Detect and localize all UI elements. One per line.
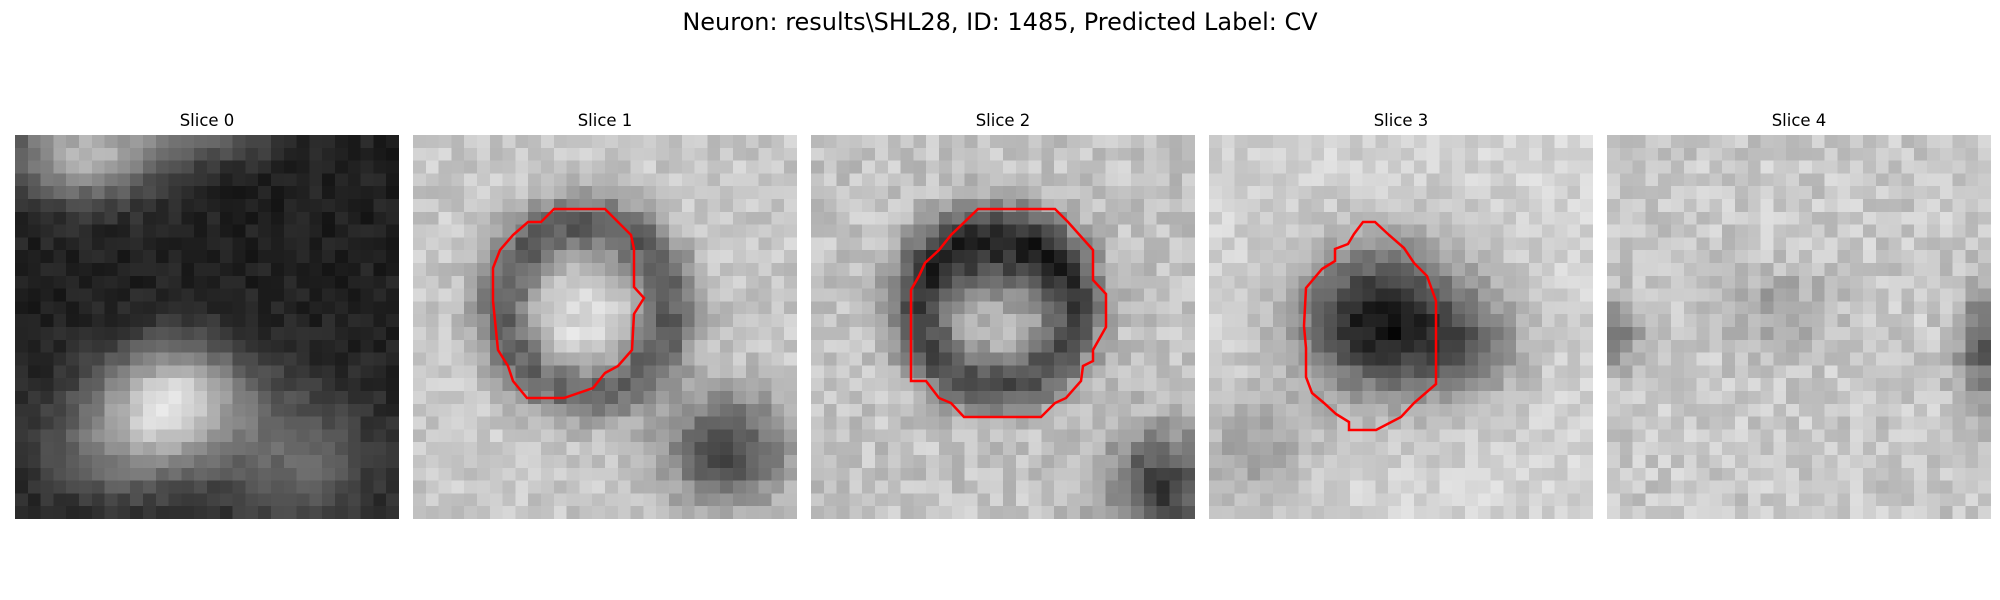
slice-panel-2: Slice 2 bbox=[811, 111, 1195, 519]
slice-image bbox=[1209, 135, 1593, 519]
figure-title: Neuron: results\SHL28, ID: 1485, Predict… bbox=[682, 8, 1318, 36]
slice-panel-0: Slice 0 bbox=[15, 111, 399, 519]
roi-contour bbox=[909, 207, 1108, 419]
slice-image bbox=[413, 135, 797, 519]
slice-panel-3: Slice 3 bbox=[1209, 111, 1593, 519]
slice-title: Slice 0 bbox=[179, 111, 235, 130]
roi-contour bbox=[1302, 220, 1438, 432]
slice-panel-4: Slice 4 bbox=[1607, 111, 1991, 519]
roi-contour bbox=[491, 207, 646, 400]
roi-contour-overlay bbox=[1302, 220, 1438, 432]
slice-title: Slice 1 bbox=[577, 111, 633, 130]
slice-panel-1: Slice 1 bbox=[413, 111, 797, 519]
roi-contour-overlay bbox=[491, 207, 646, 400]
roi-contour-overlay bbox=[909, 207, 1108, 419]
slice-image bbox=[15, 135, 399, 519]
slice-image bbox=[811, 135, 1195, 519]
slice-title: Slice 3 bbox=[1373, 111, 1429, 130]
slice-title: Slice 4 bbox=[1771, 111, 1827, 130]
slice-title: Slice 2 bbox=[975, 111, 1031, 130]
slice-image bbox=[1607, 135, 1991, 519]
